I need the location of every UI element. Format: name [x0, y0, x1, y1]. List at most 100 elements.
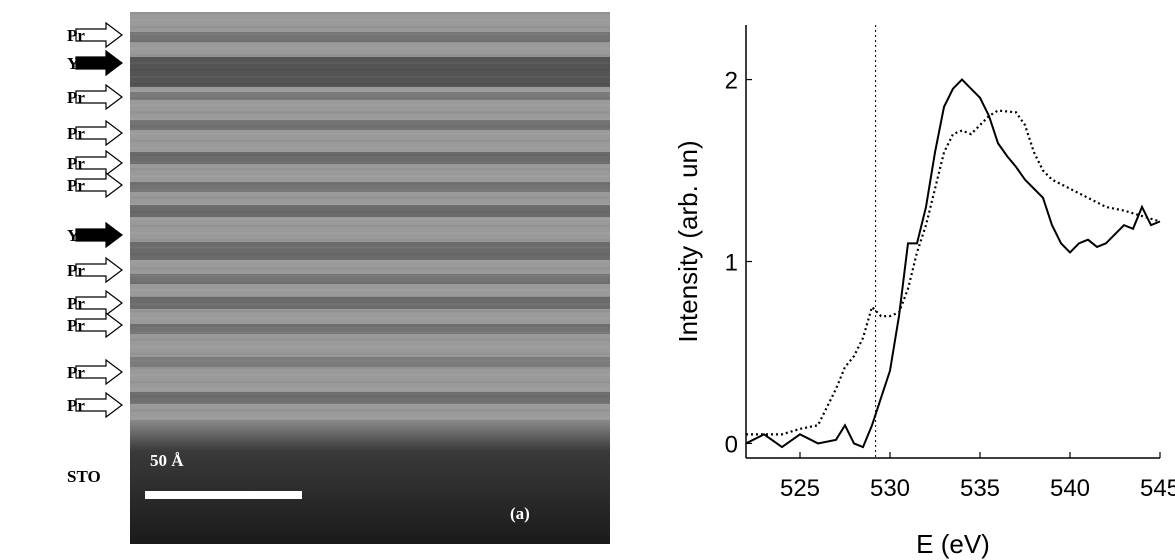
noise-line — [130, 395, 610, 398]
layer-label: Pr — [67, 88, 85, 107]
y-tick-label: 2 — [725, 68, 738, 95]
substrate-label: STO — [67, 467, 101, 486]
layer-label: Pr — [67, 316, 85, 335]
noise-line — [130, 26, 610, 29]
y-tick-label: 1 — [725, 250, 738, 277]
noise-line — [130, 54, 610, 57]
layer-band — [130, 182, 610, 192]
layer-arrow — [75, 311, 123, 339]
layer-label: Pr — [67, 26, 85, 45]
noise-line — [130, 253, 610, 256]
noise-line — [130, 409, 610, 412]
noise-line — [130, 310, 610, 313]
noise-line — [130, 246, 610, 249]
noise-line — [130, 217, 610, 220]
noise-line — [130, 83, 610, 85]
layer-label: Pr — [67, 396, 85, 415]
layer-label: Pr — [67, 154, 85, 173]
noise-line — [130, 189, 610, 192]
noise-line — [130, 267, 610, 270]
noise-line — [130, 97, 610, 100]
noise-line — [130, 139, 610, 142]
noise-line — [130, 132, 610, 135]
noise-line — [130, 374, 610, 377]
layer-arrow — [75, 149, 123, 177]
data-line — [745, 78, 1161, 449]
noise-line — [130, 367, 610, 369]
layer-arrow — [75, 119, 123, 147]
x-axis-label: E (eV) — [916, 529, 990, 559]
noise-line — [130, 154, 610, 156]
scale-bar — [145, 491, 302, 499]
noise-line — [130, 12, 610, 14]
noise-line — [130, 161, 610, 164]
noise-line — [130, 352, 610, 355]
noise-line — [130, 75, 610, 78]
noise-line — [130, 303, 610, 306]
layer-arrow — [75, 83, 123, 111]
tem-image — [130, 12, 610, 544]
noise-line — [130, 210, 610, 213]
noise-line — [130, 146, 610, 149]
y-axis-label: Intensity (arb. un) — [673, 140, 703, 342]
layer-label: Pr — [67, 124, 85, 143]
layer-band — [130, 152, 610, 164]
layer-label: Pr — [67, 176, 85, 195]
noise-line — [130, 47, 610, 50]
noise-line — [130, 175, 610, 178]
noise-line — [130, 232, 610, 235]
layer-arrow — [75, 49, 123, 77]
noise-line — [130, 288, 610, 291]
noise-line — [130, 118, 610, 121]
layer-band — [130, 120, 610, 130]
noise-line — [130, 338, 610, 341]
layer-arrow — [75, 391, 123, 419]
x-tick-label: 530 — [870, 475, 910, 502]
noise-line — [130, 281, 610, 284]
layer-arrow — [75, 358, 123, 386]
noise-line — [130, 239, 610, 242]
noise-line — [130, 61, 610, 64]
noise-line — [130, 274, 610, 277]
layer-label: Pr — [67, 363, 85, 382]
layer-band — [130, 274, 610, 284]
noise-line — [130, 196, 610, 199]
scale-bar-label: 50 Å — [150, 451, 184, 470]
noise-line — [130, 125, 610, 128]
noise-line — [130, 345, 610, 348]
noise-line — [130, 90, 610, 93]
layer-band — [130, 324, 610, 334]
layer-band — [130, 205, 610, 217]
layer-arrow — [75, 21, 123, 49]
noise-line — [130, 104, 610, 107]
layer-band — [130, 392, 610, 404]
noise-line — [130, 33, 610, 36]
noise-line — [130, 68, 610, 71]
layer-band — [130, 242, 610, 260]
noise-line — [130, 359, 610, 362]
noise-line — [130, 331, 610, 334]
layer-band — [130, 57, 610, 87]
x-tick-label: 535 — [960, 475, 1000, 502]
x-tick-label: 545 — [1140, 475, 1175, 502]
noise-line — [130, 225, 610, 227]
substrate — [130, 420, 610, 544]
layer-arrow — [75, 171, 123, 199]
noise-line — [130, 203, 610, 206]
layer-arrow — [75, 256, 123, 284]
x-tick-label: 540 — [1050, 475, 1090, 502]
noise-line — [130, 168, 610, 171]
layer-label: Pr — [67, 294, 85, 313]
layer-band — [130, 32, 610, 42]
data-line — [746, 109, 1161, 436]
noise-line — [130, 40, 610, 43]
layer-band — [130, 297, 610, 309]
noise-line — [130, 402, 610, 405]
noise-line — [130, 388, 610, 391]
noise-line — [130, 416, 610, 419]
noise-line — [130, 381, 610, 384]
y-tick-label: 0 — [725, 431, 738, 458]
layer-band — [130, 357, 610, 367]
layer-arrow — [75, 221, 123, 249]
layer-arrow — [75, 289, 123, 317]
